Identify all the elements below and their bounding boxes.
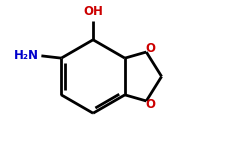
Text: O: O	[145, 42, 155, 55]
Text: H₂N: H₂N	[14, 49, 39, 62]
Text: O: O	[145, 98, 155, 111]
Text: OH: OH	[83, 5, 103, 18]
